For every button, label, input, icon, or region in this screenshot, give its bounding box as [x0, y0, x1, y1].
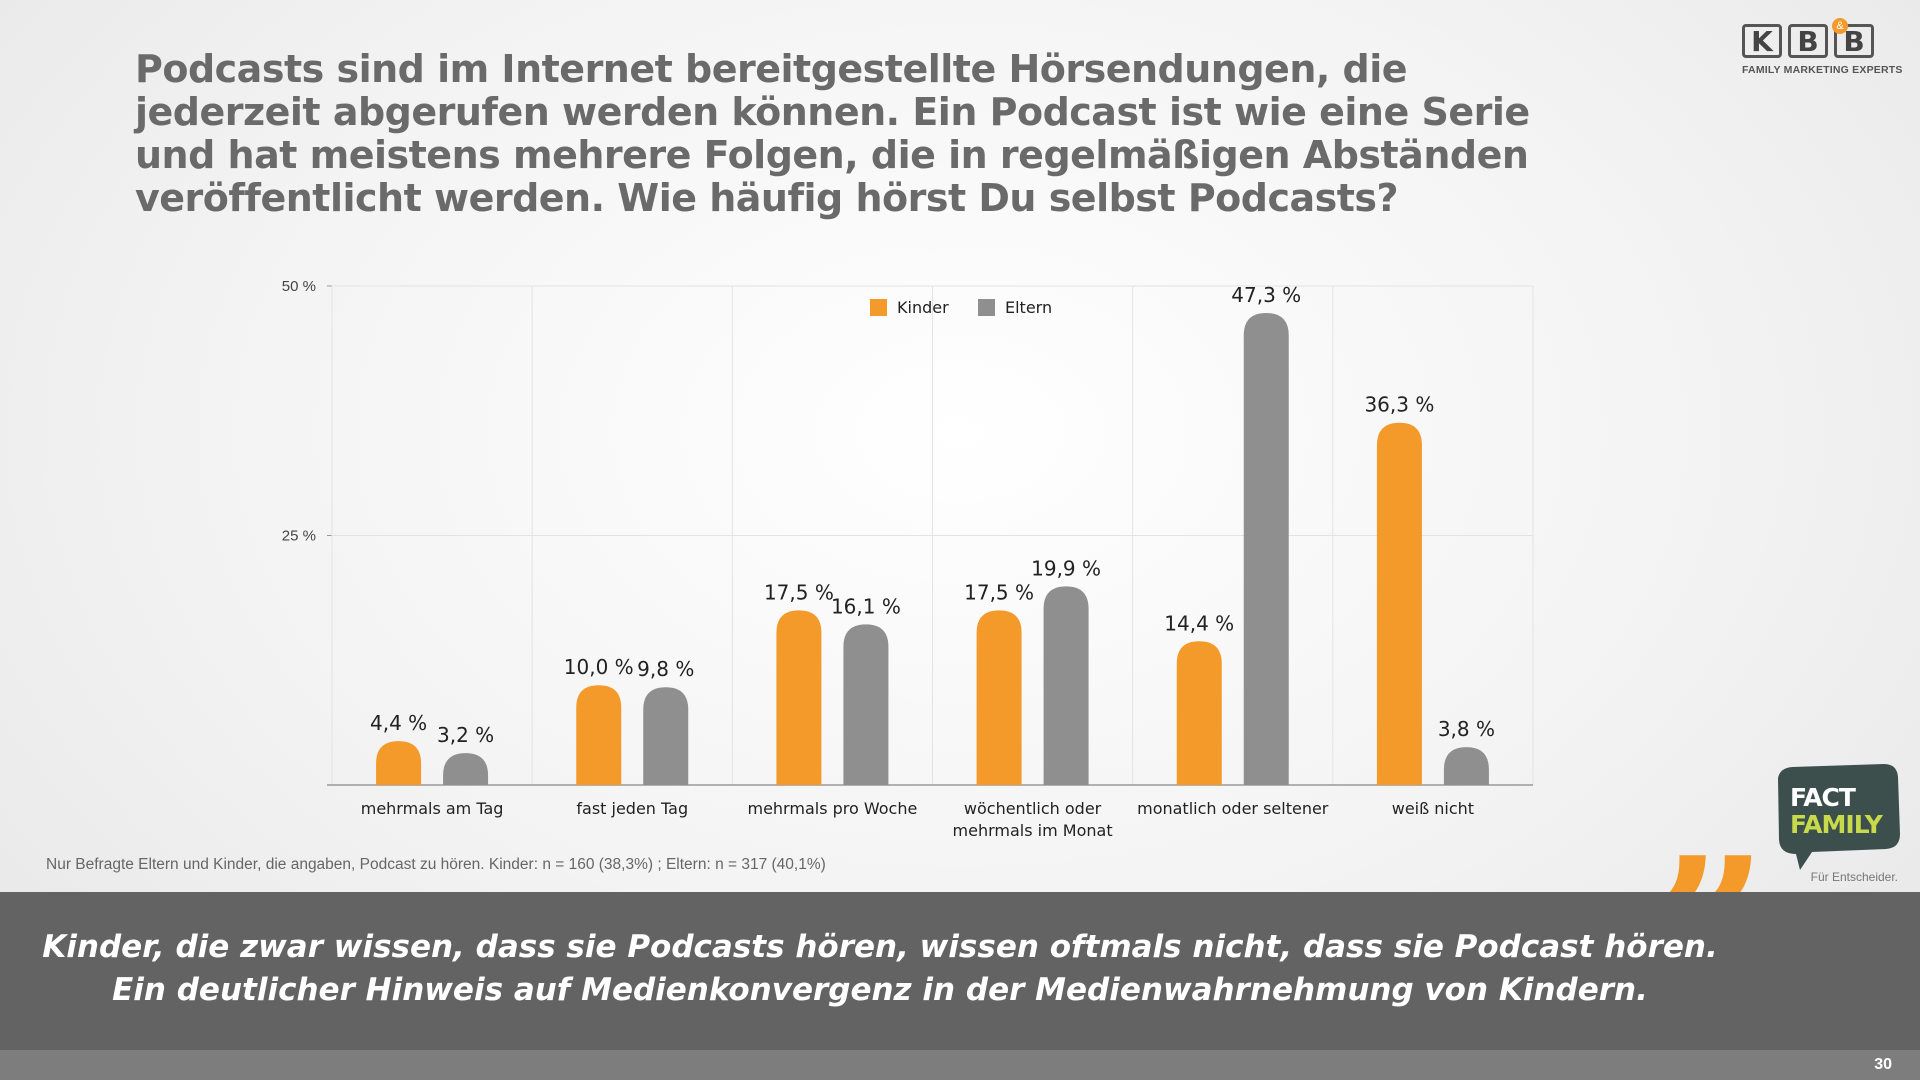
- data-label: 19,9 %: [1031, 556, 1101, 580]
- bar-kinder: [1376, 422, 1422, 785]
- y-tick-label: 50 %: [282, 278, 316, 295]
- bar-kinder: [976, 610, 1022, 785]
- data-label: 3,8 %: [1438, 717, 1495, 741]
- bar-chart: 25 % 50 % 4,4 % 10,0 % 17,5 % 17,5 % 14,4 % 36,…: [282, 278, 1534, 840]
- kbb-logo: K B B & FAMILY MARKETING EXPERTS: [1742, 18, 1903, 98]
- legend-label: Eltern: [1005, 298, 1052, 317]
- y-tick-label: 25 %: [282, 528, 316, 545]
- data-label: 36,3 %: [1364, 393, 1434, 417]
- legend-swatch-kinder: [870, 299, 887, 316]
- logo-letter: B: [1834, 24, 1874, 58]
- logo-letter: B: [1788, 24, 1828, 58]
- bar-eltern: [443, 753, 489, 785]
- x-tick-label: wöchentlich oder mehrmals im Monat: [953, 799, 1113, 840]
- bar-eltern: [1043, 586, 1089, 785]
- slide-title: Podcasts sind im Internet bereitgestellt…: [135, 47, 1530, 220]
- bar-eltern: [1243, 312, 1289, 785]
- data-label: 17,5 %: [964, 580, 1034, 604]
- logo-letter: K: [1742, 24, 1782, 58]
- x-tick-label: weiß nicht: [1392, 799, 1474, 818]
- badge-tagline: Für Entscheider.: [1810, 870, 1898, 884]
- bar-kinder: [376, 741, 422, 785]
- quote-line-2: Ein deutlicher Hinweis auf Medienkonverg…: [112, 972, 1648, 1008]
- data-label: 4,4 %: [370, 711, 427, 735]
- logo-ampersand: &: [1832, 18, 1848, 34]
- bar-kinder: [1176, 641, 1222, 785]
- bar-kinder: [776, 610, 822, 785]
- bar-kinder: [576, 685, 622, 785]
- data-label: 16,1 %: [831, 594, 901, 618]
- x-tick-label: mehrmals am Tag: [361, 799, 504, 818]
- logo-tagline: FAMILY MARKETING EXPERTS: [1742, 64, 1903, 76]
- x-tick-label: mehrmals pro Woche: [747, 799, 917, 818]
- bottom-bar: [0, 1050, 1920, 1080]
- footnote: Nur Befragte Eltern und Kinder, die anga…: [46, 856, 826, 873]
- fact-family-logo: FACT FAMILY Für Entscheider.: [1772, 764, 1902, 888]
- legend-swatch-eltern: [978, 299, 995, 316]
- data-label: 17,5 %: [764, 580, 834, 604]
- bar-eltern: [843, 624, 889, 785]
- quote-band: [0, 892, 1920, 1050]
- data-label: 10,0 %: [564, 655, 634, 679]
- page-number: 30: [1874, 1056, 1892, 1073]
- quote-line-1: Kinder, die zwar wissen, dass sie Podcas…: [42, 929, 1718, 965]
- x-tick-label: monatlich oder seltener: [1137, 799, 1329, 818]
- legend-label: Kinder: [897, 298, 949, 317]
- bar-eltern: [643, 687, 689, 785]
- data-label: 3,2 %: [437, 723, 494, 747]
- x-tick-label: fast jeden Tag: [576, 799, 688, 818]
- data-label: 14,4 %: [1164, 611, 1234, 635]
- bar-eltern: [1443, 747, 1489, 785]
- badge-word-fact: FACT: [1790, 783, 1856, 812]
- badge-word-family: FAMILY: [1790, 810, 1883, 839]
- data-label: 9,8 %: [637, 657, 694, 681]
- data-label: 47,3 %: [1231, 283, 1301, 307]
